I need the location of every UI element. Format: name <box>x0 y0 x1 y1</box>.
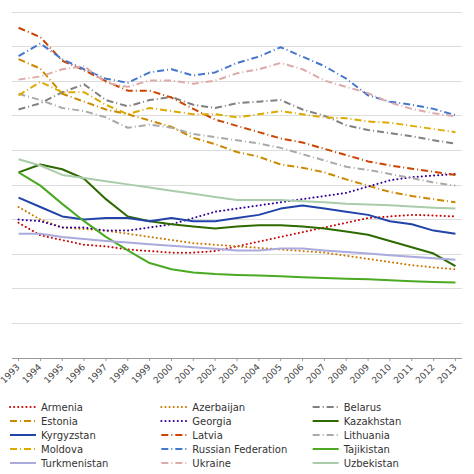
grid-line <box>12 185 462 186</box>
x-tick-label: 2010 <box>370 362 393 385</box>
x-tick <box>411 358 412 361</box>
x-tick <box>280 358 281 361</box>
x-tick-label: 2009 <box>348 362 371 385</box>
grid-line <box>12 115 462 116</box>
series-line <box>19 172 456 282</box>
legend-swatch <box>313 434 339 436</box>
x-tick <box>62 358 63 361</box>
series-line <box>19 207 456 269</box>
x-tick <box>433 358 434 361</box>
legend-label: Belarus <box>344 402 382 413</box>
grid-line <box>12 46 462 47</box>
legend-swatch <box>161 420 187 422</box>
chart: 1993199419951996199719981999200020012002… <box>0 0 474 474</box>
x-tick <box>455 358 456 361</box>
legend-label: Russian Federation <box>192 444 287 455</box>
x-tick-label: 2005 <box>261 362 284 385</box>
x-tick-label: 1993 <box>0 362 22 385</box>
x-tick-label: 2013 <box>435 362 458 385</box>
series-line <box>19 94 456 186</box>
x-tick-label: 2006 <box>282 362 305 385</box>
grid-line <box>12 288 462 289</box>
legend-label: Georgia <box>192 416 231 427</box>
x-tick <box>258 358 259 361</box>
x-tick <box>302 358 303 361</box>
x-tick <box>105 358 106 361</box>
x-tick-label: 2007 <box>304 362 327 385</box>
legend-label: Kazakhstan <box>344 416 402 427</box>
x-tick <box>18 358 19 361</box>
x-tick-label: 2008 <box>326 362 349 385</box>
legend-label: Tajikistan <box>343 444 390 455</box>
series-line <box>19 63 456 116</box>
series-line <box>19 82 456 132</box>
x-tick-label: 2002 <box>195 362 218 385</box>
x-tick <box>368 358 369 361</box>
grid <box>12 12 462 358</box>
legend-swatch <box>161 448 187 450</box>
legend: Armenia Azerbaijan Belarus Estonia Georgia Ka… <box>10 402 401 469</box>
x-tick-label: 2011 <box>392 362 415 385</box>
series-line <box>19 234 456 260</box>
x-tick-label: 1995 <box>42 362 65 385</box>
legend-label: Uzbekistan <box>344 458 399 469</box>
x-tick-label: 2004 <box>239 362 262 385</box>
legend-swatch <box>10 462 36 464</box>
grid-line <box>12 323 462 324</box>
x-tick <box>193 358 194 361</box>
x-tick-label: 2001 <box>173 362 196 385</box>
grid-line <box>12 81 462 82</box>
x-tick-label: 1997 <box>86 362 109 385</box>
legend-swatch <box>313 420 339 422</box>
x-tick <box>389 358 390 361</box>
x-tick <box>127 358 128 361</box>
x-tick <box>237 358 238 361</box>
legend-label: Lithuania <box>344 430 390 441</box>
legend-label: Moldova <box>41 444 83 455</box>
series-line <box>19 198 456 234</box>
legend-label: Ukraine <box>192 458 231 469</box>
x-tick <box>149 358 150 361</box>
series-line <box>19 165 456 267</box>
legend-swatch <box>313 406 339 408</box>
x-tick <box>171 358 172 361</box>
lines <box>19 28 456 283</box>
legend-swatch <box>161 462 187 464</box>
legend-label: Estonia <box>41 416 78 427</box>
legend-swatch <box>313 462 339 464</box>
legend-swatch <box>10 434 36 436</box>
legend-label: Kyrgyzstan <box>41 430 96 441</box>
x-tick-label: 2012 <box>414 362 437 385</box>
legend-swatch <box>10 406 36 408</box>
x-tick-label: 1998 <box>108 362 131 385</box>
legend-label: Azerbaijan <box>192 402 245 413</box>
x-tick <box>84 358 85 361</box>
series-line <box>19 28 456 175</box>
x-tick-label: 1996 <box>64 362 87 385</box>
x-tick <box>215 358 216 361</box>
x-tick <box>324 358 325 361</box>
x-axis: 1993199419951996199719981999200020012002… <box>0 358 459 385</box>
x-tick-label: 2000 <box>151 362 174 385</box>
series-line <box>19 159 456 208</box>
legend-swatch <box>161 434 187 436</box>
legend-label: Turkmenistan <box>40 458 108 469</box>
legend-swatch <box>10 420 36 422</box>
x-tick-label: 1999 <box>130 362 153 385</box>
legend-swatch <box>10 448 36 450</box>
x-tick-label: 1994 <box>20 362 43 385</box>
legend-swatch <box>161 406 187 408</box>
grid-line <box>12 150 462 151</box>
series-line <box>19 43 456 115</box>
x-tick <box>346 358 347 361</box>
grid-line <box>12 12 462 13</box>
x-tick <box>40 358 41 361</box>
x-tick-label: 2003 <box>217 362 240 385</box>
legend-label: Latvia <box>192 430 222 441</box>
legend-swatch <box>313 448 339 450</box>
legend-label: Armenia <box>41 402 83 413</box>
